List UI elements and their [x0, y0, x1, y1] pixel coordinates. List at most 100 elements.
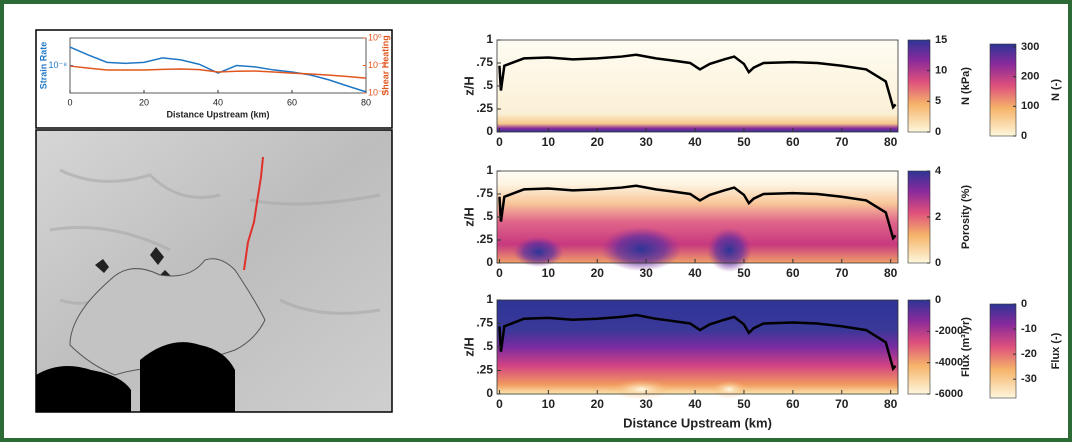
x-tick-label: 20 — [591, 397, 605, 411]
x-tick-label: 40 — [213, 97, 223, 107]
colorbar — [989, 303, 1017, 399]
y-tick-label: 0 — [486, 255, 493, 269]
y-tick-label: .25 — [476, 363, 493, 377]
colorbar-tick-label: 5 — [935, 95, 941, 107]
surface-line — [498, 53, 897, 110]
y-tick-label: .5 — [483, 209, 493, 223]
colorbar-tick-label: -20 — [1021, 348, 1037, 360]
y-tick-label: 0 — [486, 124, 493, 138]
colorbar-label: N (-) — [1050, 79, 1062, 101]
colorbar-tick-label: 300 — [1021, 41, 1039, 53]
y-axis-label: z/H — [461, 207, 476, 227]
x-tick-label: 60 — [786, 397, 800, 411]
colorbar-tick-label: -4000 — [935, 357, 963, 369]
y2-axis-label: Shear Heating — [380, 35, 390, 96]
colorbar-tick-label: -30 — [1021, 373, 1037, 385]
colorbar-tick-label: 0 — [1021, 298, 1027, 310]
x-tick-label: 40 — [688, 266, 702, 280]
x-tick-label: 70 — [835, 397, 849, 411]
x-tick-label: 30 — [639, 266, 653, 280]
heatmap-feature — [711, 380, 748, 399]
inset-frame — [35, 29, 393, 129]
colorbar-tick-label: 4 — [935, 165, 942, 177]
colorbar-tick-label: 2 — [935, 211, 941, 223]
colorbar-tick-label: 0 — [1021, 130, 1027, 142]
colorbar-label: Flux (-) — [1050, 332, 1062, 369]
colorbar — [907, 170, 931, 264]
colorbar-tick-label: 100 — [1021, 100, 1039, 112]
y2-tick-label: 10⁰ — [368, 32, 382, 42]
x-tick-label: 60 — [786, 135, 800, 149]
y-tick-label: .5 — [483, 78, 493, 92]
x-tick-label: 70 — [835, 135, 849, 149]
x-tick-label: 0 — [67, 97, 72, 107]
colorbar-tick-label: -6000 — [935, 388, 963, 400]
x-tick-label: 60 — [786, 266, 800, 280]
colorbar-tick-label: 200 — [1021, 71, 1039, 83]
series-line — [69, 46, 367, 93]
x-tick-label: 10 — [542, 397, 556, 411]
x-tick-label: 80 — [884, 397, 898, 411]
x-tick-label: 0 — [496, 397, 503, 411]
colorbar-label: Porosity (%) — [960, 185, 972, 250]
x-tick-label: 50 — [737, 135, 751, 149]
x-tick-label: 20 — [139, 97, 149, 107]
y-tick-label: 0 — [486, 386, 493, 400]
x-tick-label: 10 — [542, 266, 556, 280]
y-tick-label: 1 — [486, 163, 493, 177]
colorbar-label: Flux (m³/yr) — [960, 317, 972, 377]
colorbar-tick-label: 15 — [935, 34, 947, 46]
series-line — [69, 65, 367, 79]
colorbar-tick-label: -10 — [1021, 323, 1037, 335]
heatmap-feature — [513, 236, 564, 267]
x-tick-label: 0 — [496, 135, 503, 149]
y-tick-label: .25 — [476, 101, 493, 115]
y-tick-label: 10⁻⁸ — [48, 60, 67, 70]
map — [35, 129, 393, 413]
y2-tick-label: 10⁻⁴ — [368, 87, 387, 97]
y-tick-label: .75 — [476, 186, 493, 200]
x-tick-label: 30 — [639, 135, 653, 149]
heatmap-field — [497, 40, 898, 132]
x-axis-label: Distance Upstream (km) — [166, 109, 269, 119]
y2-tick-label: 10⁻² — [368, 60, 386, 70]
surface-line — [498, 313, 897, 372]
colorbar-label: N (kPa) — [960, 67, 972, 105]
surface-line — [498, 184, 897, 241]
x-tick-label: 40 — [688, 397, 702, 411]
colorbar-tick-label: 0 — [935, 294, 941, 306]
y-tick-label: .5 — [483, 339, 493, 353]
x-tick-label: 80 — [361, 97, 371, 107]
y-axis-label: Strain Rate — [38, 42, 48, 90]
colorbar-tick-label: 0 — [935, 126, 941, 138]
heatmap-feature — [707, 228, 752, 273]
x-tick-label: 80 — [884, 266, 898, 280]
x-tick-label: 20 — [591, 266, 605, 280]
y-tick-label: .75 — [476, 316, 493, 330]
x-tick-label: 40 — [688, 135, 702, 149]
y-tick-label: .25 — [476, 232, 493, 246]
x-tick-label: 0 — [496, 266, 503, 280]
colorbar-tick-label: 0 — [935, 257, 941, 269]
x-tick-label: 50 — [737, 397, 751, 411]
colorbar — [907, 39, 931, 133]
y-axis-label: z/H — [461, 337, 476, 357]
y-tick-label: 1 — [486, 32, 493, 46]
x-tick-label: 20 — [591, 135, 605, 149]
y-tick-label: 1 — [486, 292, 493, 306]
colorbar — [989, 43, 1017, 137]
heatmap-field — [497, 171, 898, 263]
x-axis-label: Distance Upstream (km) — [623, 415, 772, 430]
heatmap-field — [497, 300, 898, 394]
x-tick-label: 30 — [639, 397, 653, 411]
colorbar-tick-label: 10 — [935, 65, 947, 77]
y-tick-label: .75 — [476, 55, 493, 69]
x-tick-label: 10 — [542, 135, 556, 149]
colorbar-tick-label: -2000 — [935, 325, 963, 337]
y-axis-label: z/H — [461, 76, 476, 96]
colorbar — [907, 299, 931, 395]
heatmap-feature — [601, 227, 682, 272]
x-tick-label: 70 — [835, 266, 849, 280]
x-tick-label: 60 — [287, 97, 297, 107]
